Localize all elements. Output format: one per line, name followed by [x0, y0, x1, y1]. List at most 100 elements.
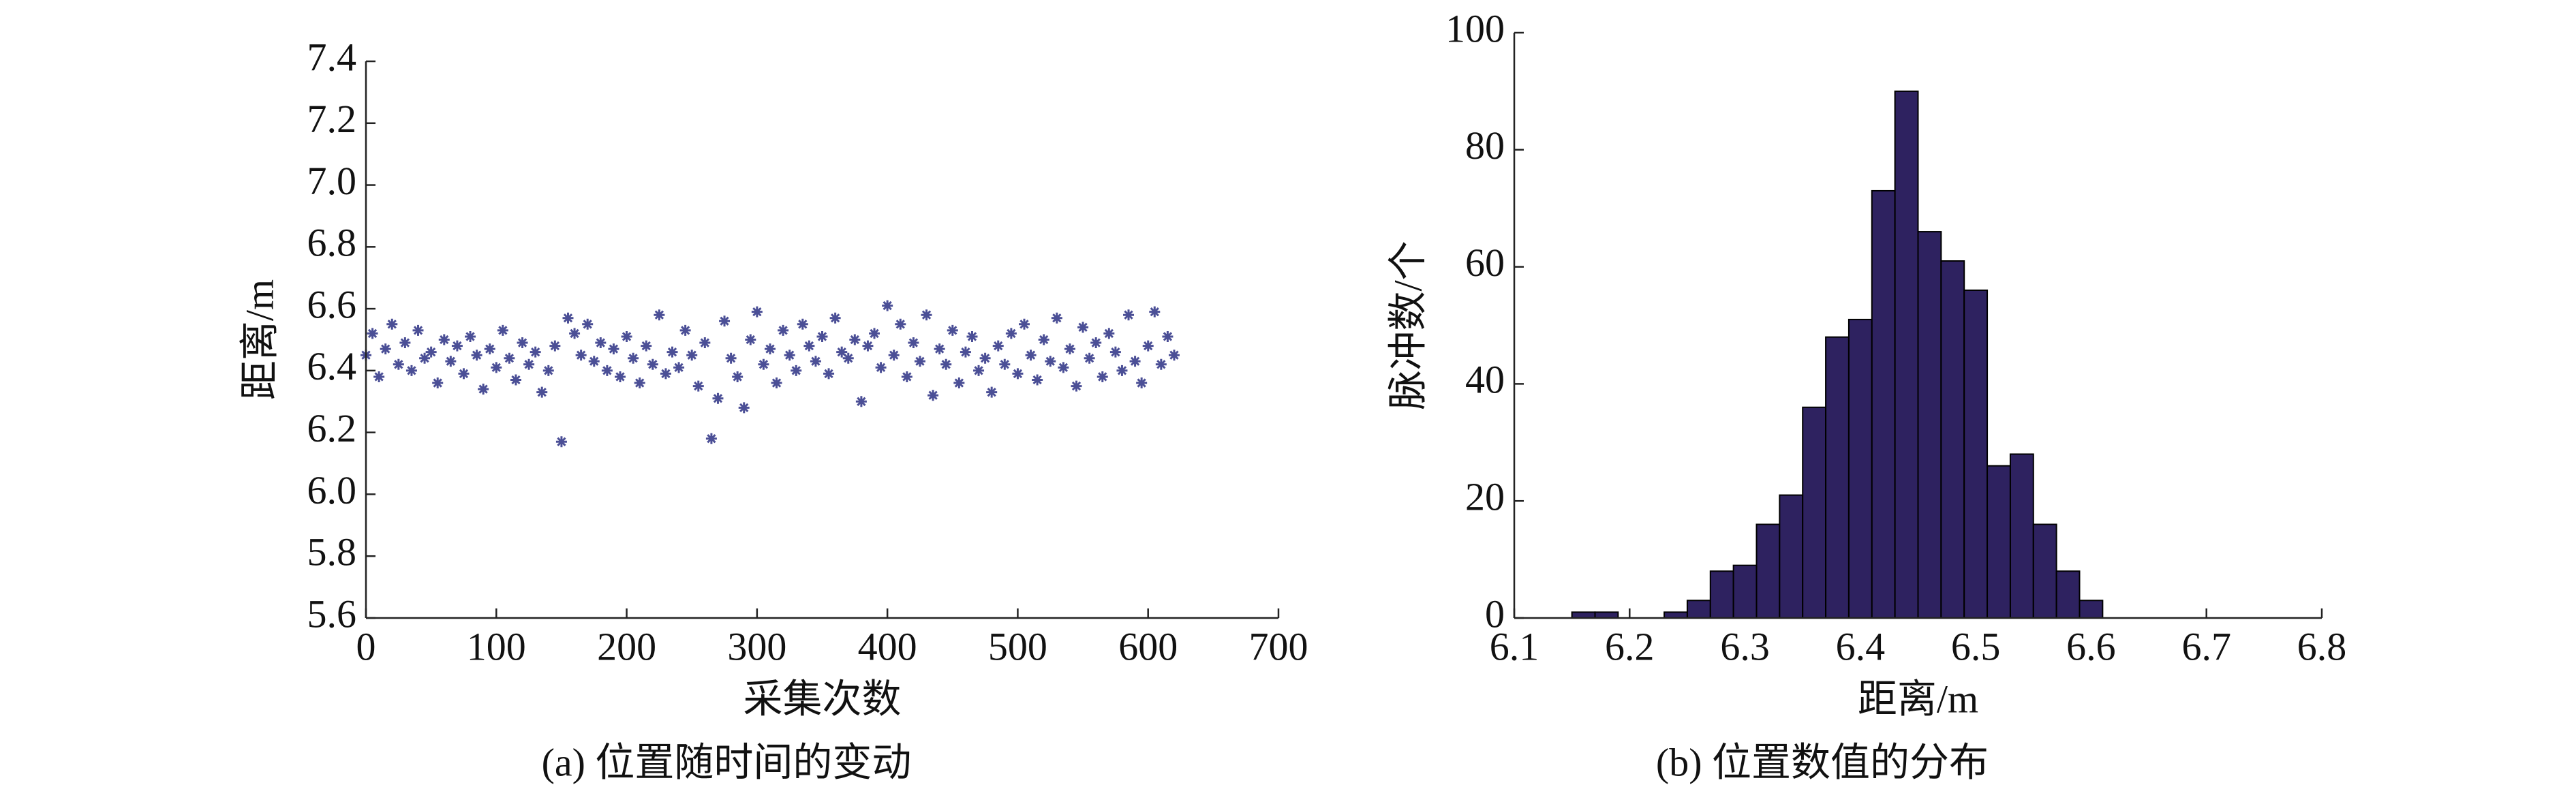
point [679, 324, 691, 336]
y-tick-label: 80 [1465, 123, 1505, 168]
point [829, 312, 841, 324]
point [1064, 343, 1075, 355]
point [791, 365, 802, 376]
point [895, 318, 906, 330]
point [719, 315, 731, 327]
point [966, 330, 978, 342]
point [478, 384, 489, 395]
point [849, 334, 861, 345]
x-tick-label: 6.7 [2181, 624, 2231, 668]
bar [1847, 318, 1873, 619]
point [1032, 374, 1043, 386]
point [504, 352, 515, 364]
x-axis-label: 距离/m [1858, 677, 1978, 721]
y-tick-label: 20 [1465, 475, 1505, 519]
x-tick-label: 6.8 [2297, 624, 2347, 668]
x-tick-label: 400 [858, 624, 917, 668]
point [927, 390, 939, 401]
x-axis-label: 采集次数 [743, 677, 901, 721]
point [666, 346, 678, 358]
x-tick-label: 0 [356, 624, 376, 668]
x-tick-label: 6.6 [2066, 624, 2116, 668]
bar [1686, 600, 1711, 619]
point [660, 368, 671, 380]
point [934, 343, 945, 355]
point [536, 386, 548, 398]
bar [1802, 406, 1827, 619]
point [1162, 330, 1174, 342]
y-axis-label: 脉冲数/个 [1385, 241, 1430, 409]
point [621, 330, 632, 342]
x-tick-label: 700 [1249, 624, 1308, 668]
bar [2009, 453, 2034, 619]
point [855, 396, 867, 407]
point [869, 328, 880, 339]
bar [2032, 523, 2057, 619]
y-tick-label: 0 [1485, 591, 1505, 636]
point [1090, 337, 1102, 349]
point [999, 358, 1011, 370]
point [419, 352, 431, 364]
bar [1571, 611, 1596, 619]
x-tick-label: 500 [988, 624, 1047, 668]
point [608, 343, 619, 355]
x-tick-label: 300 [727, 624, 786, 668]
point [588, 356, 600, 367]
bar [1871, 189, 1896, 619]
point [803, 340, 815, 352]
point [1045, 356, 1056, 367]
point [1097, 371, 1108, 382]
point [1012, 368, 1024, 380]
point [491, 362, 502, 373]
point [882, 300, 893, 311]
bar [1987, 465, 2011, 619]
point [1116, 365, 1128, 376]
y-tick-label: 6.0 [307, 468, 357, 512]
point [1071, 380, 1082, 392]
y-tick-label: 40 [1465, 358, 1505, 402]
point [842, 352, 854, 364]
point [380, 343, 391, 355]
point [947, 324, 958, 336]
point [692, 380, 704, 392]
bar [1894, 90, 1919, 619]
point [992, 340, 1004, 352]
x-tick-label: 100 [467, 624, 526, 668]
point [973, 365, 985, 376]
point [654, 309, 665, 321]
point [1084, 352, 1095, 364]
point [451, 340, 463, 352]
point [393, 358, 404, 370]
point [1155, 358, 1167, 370]
point [569, 328, 581, 339]
y-tick-label: 6.6 [307, 282, 357, 326]
x-tick-label: 6.2 [1605, 624, 1655, 668]
point [373, 371, 385, 382]
point [953, 377, 965, 389]
point [465, 330, 476, 342]
bar [1963, 289, 1989, 619]
point [542, 365, 554, 376]
point [386, 318, 398, 330]
bar [1732, 564, 1758, 619]
point [960, 346, 971, 358]
point [628, 352, 639, 364]
x-tick-label: 6.3 [1720, 624, 1770, 668]
bar [1663, 611, 1688, 619]
point [673, 362, 685, 373]
point [641, 340, 652, 352]
point [771, 377, 782, 389]
point [758, 358, 769, 370]
point [1058, 362, 1069, 373]
point [797, 318, 808, 330]
bar [2055, 570, 2081, 619]
point [686, 350, 698, 361]
caption: (a) 位置随时间的变动 [542, 740, 912, 784]
point [725, 352, 737, 364]
point [445, 356, 457, 367]
point [615, 371, 626, 382]
y-tick-label: 7.2 [307, 97, 357, 141]
point [810, 356, 821, 367]
point [412, 324, 424, 336]
